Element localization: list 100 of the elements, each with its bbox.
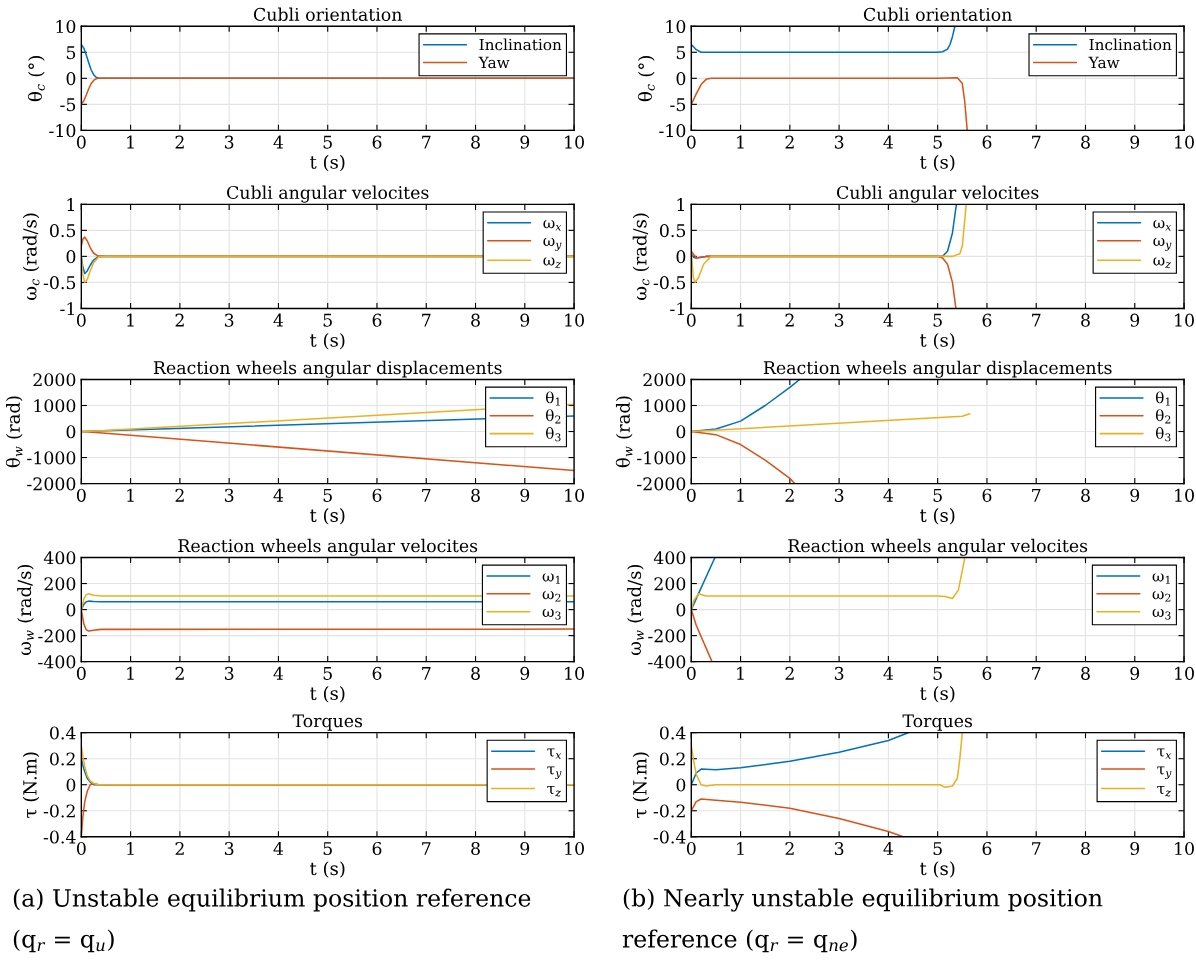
y-axis-title: θ$_{c}$ (°) — [637, 56, 655, 102]
y-tick-label: 0 — [676, 603, 686, 617]
x-tick-label: 0 — [76, 841, 86, 856]
legend-label: ω$_{x}$ — [543, 220, 562, 231]
x-tick-label: 3 — [224, 666, 234, 680]
x-tick-label: 7 — [422, 667, 431, 680]
y-tick-label: -2000 — [27, 477, 76, 491]
chart-title: Reaction wheels angular velocites — [788, 538, 1088, 556]
x-tick-label: 4 — [273, 313, 284, 327]
legend-label: ω$_{2}$ — [542, 591, 561, 602]
x-tick-label: 4 — [883, 135, 894, 149]
x-tick-label: 4 — [273, 488, 284, 502]
legend-label: τ$_{y}$ — [1157, 766, 1172, 780]
x-tick-label: 2 — [175, 313, 184, 327]
x-tick-label: 3 — [834, 666, 844, 680]
x-tick-label: 0 — [686, 313, 696, 327]
y-axis-title: ω$_{c}$ (rad/s) — [22, 213, 40, 300]
y-tick-label: -2000 — [637, 477, 686, 491]
legend-label: θ$_{2}$ — [1155, 409, 1171, 424]
x-tick-label: 1 — [737, 488, 744, 502]
x-tick-label: 4 — [883, 313, 894, 327]
y-tick-label: -1000 — [637, 451, 686, 465]
y-axis-title: ω$_{w}$ (rad/s) — [627, 564, 644, 656]
legend-label: ω$_{y}$ — [1153, 238, 1172, 251]
x-tick-label: 2 — [175, 135, 184, 149]
x-tick-label: 8 — [471, 135, 480, 149]
x-tick-label: 10 — [1175, 488, 1194, 502]
x-tick-label: 1 — [737, 313, 744, 327]
x-tick-label: 2 — [785, 488, 794, 502]
x-tick-label: 0 — [76, 488, 86, 502]
y-tick-label: 200 — [44, 577, 76, 591]
x-tick-label: 1 — [127, 841, 134, 855]
y-tick-label: 0.5 — [50, 224, 76, 238]
text: (b) Nearly unstable equilibrium position reference (q$_{r}$ = q$_{ne}$) — [622, 888, 1103, 953]
legend-label: ω$_{x}$ — [1153, 220, 1172, 231]
x-tick-label: 6 — [982, 313, 992, 327]
y-tick-label: -1 — [670, 302, 684, 316]
x-tick-label: 6 — [982, 135, 992, 149]
chart-title: Cubli angular velocites — [227, 185, 429, 203]
x-tick-label: 1 — [737, 841, 744, 855]
x-tick-label: 8 — [1081, 313, 1090, 327]
y-tick-label: -1 — [60, 302, 74, 316]
x-tick-label: 8 — [471, 488, 480, 502]
x-tick-label: 1 — [127, 488, 134, 502]
y-tick-label: 200 — [654, 577, 686, 591]
y-tick-label: -1000 — [27, 451, 76, 465]
x-tick-label: 0 — [686, 488, 696, 502]
y-tick-label: -400 — [648, 655, 686, 669]
y-axis-title: ω$_{w}$ (rad/s) — [17, 564, 34, 656]
y-tick-label: 0.2 — [659, 752, 685, 766]
x-tick-label: 3 — [224, 488, 234, 502]
legend-label: Inclination — [479, 38, 562, 51]
x-tick-label: 7 — [422, 135, 431, 149]
x-tick-label: 3 — [834, 135, 844, 149]
x-tick-label: 1 — [737, 135, 744, 149]
x-tick-label: 9 — [1130, 313, 1140, 327]
x-tick-label: 4 — [883, 488, 894, 502]
y-tick-label: 1 — [677, 198, 684, 211]
x-tick-label: 10 — [565, 313, 584, 327]
y-tick-label: 10 — [56, 19, 76, 34]
x-tick-label: 5 — [323, 488, 332, 502]
y-axis-title: θ$_{w}$ (rad) — [615, 396, 633, 468]
x-tick-label: 4 — [273, 666, 284, 680]
x-tick-label: 10 — [1175, 135, 1194, 149]
legend-label: ω$_{3}$ — [542, 609, 561, 620]
x-axis-title: t (s) — [920, 508, 955, 525]
legend-label: τ$_{z}$ — [547, 785, 562, 797]
x-tick-label: 4 — [883, 666, 894, 680]
x-tick-label: 7 — [1032, 313, 1041, 327]
legend-label: θ$_{3}$ — [1155, 427, 1171, 442]
y-tick-label: -5 — [60, 98, 76, 112]
x-tick-label: 6 — [982, 841, 992, 856]
x-axis-title: t (s) — [310, 861, 345, 878]
x-tick-label: 2 — [785, 841, 794, 855]
legend-label: ω$_{z}$ — [543, 257, 562, 269]
chart-title: Torques — [292, 714, 363, 731]
x-tick-label: 5 — [933, 842, 942, 856]
y-tick-label: 0 — [676, 72, 686, 86]
x-tick-label: 5 — [933, 135, 942, 149]
x-tick-label: 3 — [224, 135, 234, 149]
y-tick-label: 1 — [67, 198, 74, 211]
x-tick-label: 9 — [520, 841, 530, 856]
y-tick-label: 400 — [653, 551, 686, 565]
legend-label: ω$_{1}$ — [1152, 573, 1170, 584]
y-tick-label: -0.5 — [653, 276, 686, 290]
y-axis-title: θ$_{c}$ (°) — [27, 56, 45, 102]
y-tick-label: 0.4 — [50, 726, 76, 740]
chart-title: Reaction wheels angular velocites — [178, 538, 478, 556]
x-tick-label: 10 — [565, 666, 584, 680]
x-tick-label: 8 — [1081, 841, 1090, 856]
y-tick-label: 2000 — [33, 373, 76, 387]
x-tick-label: 6 — [372, 313, 382, 327]
x-tick-label: 7 — [422, 313, 431, 327]
y-axis-title: τ (N.m) — [22, 752, 40, 818]
x-tick-label: 9 — [520, 313, 530, 327]
x-tick-label: 5 — [323, 135, 332, 149]
x-tick-label: 9 — [520, 135, 530, 149]
x-tick-label: 0 — [686, 841, 696, 856]
y-tick-label: -5 — [670, 98, 686, 112]
y-tick-label: 1000 — [644, 399, 686, 413]
